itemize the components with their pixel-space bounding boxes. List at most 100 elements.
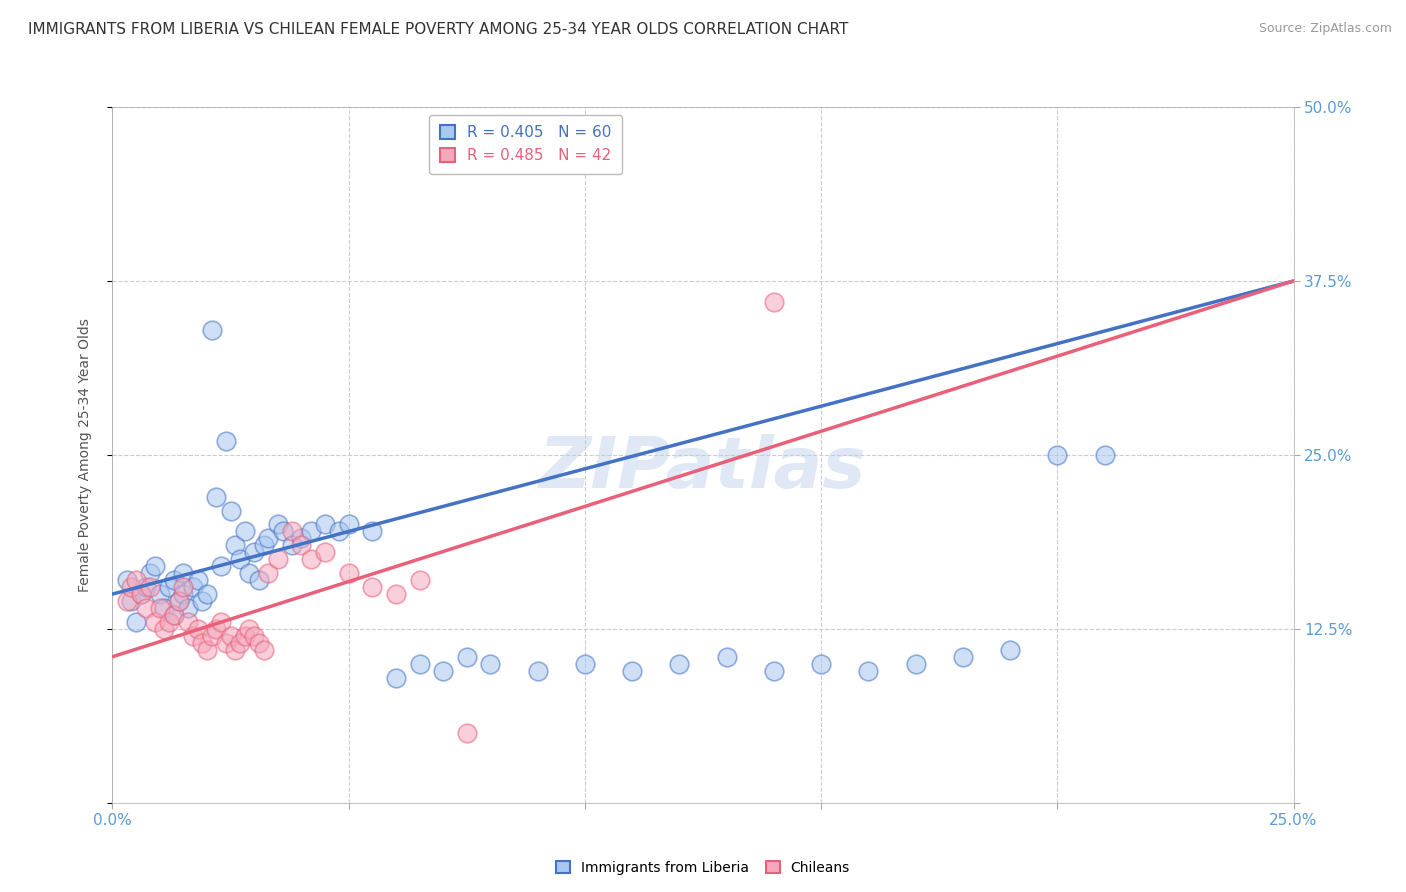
Point (115, 573, 138, 587)
Point (209, 559, 232, 574)
Point (186, 573, 208, 587)
Point (290, 538, 312, 552)
Point (361, 580, 384, 594)
Point (247, 573, 270, 587)
Point (361, 524, 384, 539)
Point (139, 566, 162, 581)
Point (858, 664, 880, 678)
Point (290, 532, 312, 546)
Point (229, 636, 252, 650)
Point (479, 657, 502, 671)
Point (314, 545, 336, 559)
Point (229, 552, 252, 566)
Point (143, 559, 166, 574)
Point (574, 657, 596, 671)
Point (998, 642, 1021, 657)
Point (408, 573, 430, 587)
Point (299, 524, 322, 539)
Point (181, 580, 204, 594)
Point (135, 601, 157, 615)
Point (115, 594, 138, 608)
Point (219, 503, 242, 517)
Point (233, 524, 256, 539)
Point (186, 622, 208, 636)
Point (1046, 448, 1069, 462)
Point (337, 566, 360, 581)
Y-axis label: Female Poverty Among 25-34 Year Olds: Female Poverty Among 25-34 Year Olds (77, 318, 91, 592)
Point (153, 622, 176, 636)
Point (238, 622, 260, 636)
Point (129, 587, 152, 601)
Point (762, 294, 785, 309)
Point (120, 594, 142, 608)
Text: ZIPatlas: ZIPatlas (540, 434, 866, 503)
Point (219, 629, 242, 643)
Point (172, 580, 194, 594)
Point (299, 552, 322, 566)
Point (167, 594, 190, 608)
Point (385, 587, 408, 601)
Point (163, 607, 186, 622)
Point (181, 629, 204, 643)
Point (621, 664, 644, 678)
Point (201, 629, 224, 643)
Point (526, 664, 548, 678)
Point (257, 566, 280, 581)
Point (163, 573, 186, 587)
Point (172, 587, 194, 601)
Point (281, 524, 304, 539)
Point (271, 524, 294, 539)
Point (385, 671, 408, 685)
Point (120, 580, 142, 594)
Point (238, 566, 260, 581)
Point (456, 649, 478, 664)
Point (233, 629, 256, 643)
Point (314, 517, 336, 532)
Point (456, 726, 478, 740)
Point (143, 615, 166, 629)
Text: IMMIGRANTS FROM LIBERIA VS CHILEAN FEMALE POVERTY AMONG 25-34 YEAR OLDS CORRELAT: IMMIGRANTS FROM LIBERIA VS CHILEAN FEMAL… (28, 22, 848, 37)
Point (195, 642, 218, 657)
Point (716, 649, 738, 664)
Point (253, 538, 276, 552)
Point (163, 607, 186, 622)
Point (215, 636, 238, 650)
Point (191, 594, 214, 608)
Point (762, 664, 785, 678)
Point (281, 538, 304, 552)
Point (125, 573, 148, 587)
Point (432, 664, 454, 678)
Point (177, 615, 200, 629)
Point (267, 517, 290, 532)
Point (167, 594, 190, 608)
Point (243, 629, 266, 643)
Point (177, 601, 200, 615)
Point (1094, 448, 1116, 462)
Point (129, 587, 152, 601)
Legend: R = 0.405   N = 60, R = 0.485   N = 42: R = 0.405 N = 60, R = 0.485 N = 42 (429, 115, 623, 174)
Point (172, 566, 194, 581)
Point (191, 636, 214, 650)
Point (247, 636, 270, 650)
Point (209, 615, 232, 629)
Point (253, 642, 276, 657)
Point (139, 580, 162, 594)
Point (267, 552, 290, 566)
Point (125, 615, 148, 629)
Point (668, 657, 690, 671)
Point (215, 434, 238, 448)
Point (257, 532, 280, 546)
Point (810, 657, 832, 671)
Point (157, 580, 180, 594)
Point (201, 323, 224, 337)
Legend: Immigrants from Liberia, Chileans: Immigrants from Liberia, Chileans (551, 855, 855, 880)
Point (243, 545, 266, 559)
Point (952, 649, 974, 664)
Point (408, 657, 430, 671)
Point (224, 538, 246, 552)
Point (153, 601, 176, 615)
Point (224, 642, 246, 657)
Point (157, 615, 180, 629)
Point (149, 601, 172, 615)
Point (149, 587, 172, 601)
